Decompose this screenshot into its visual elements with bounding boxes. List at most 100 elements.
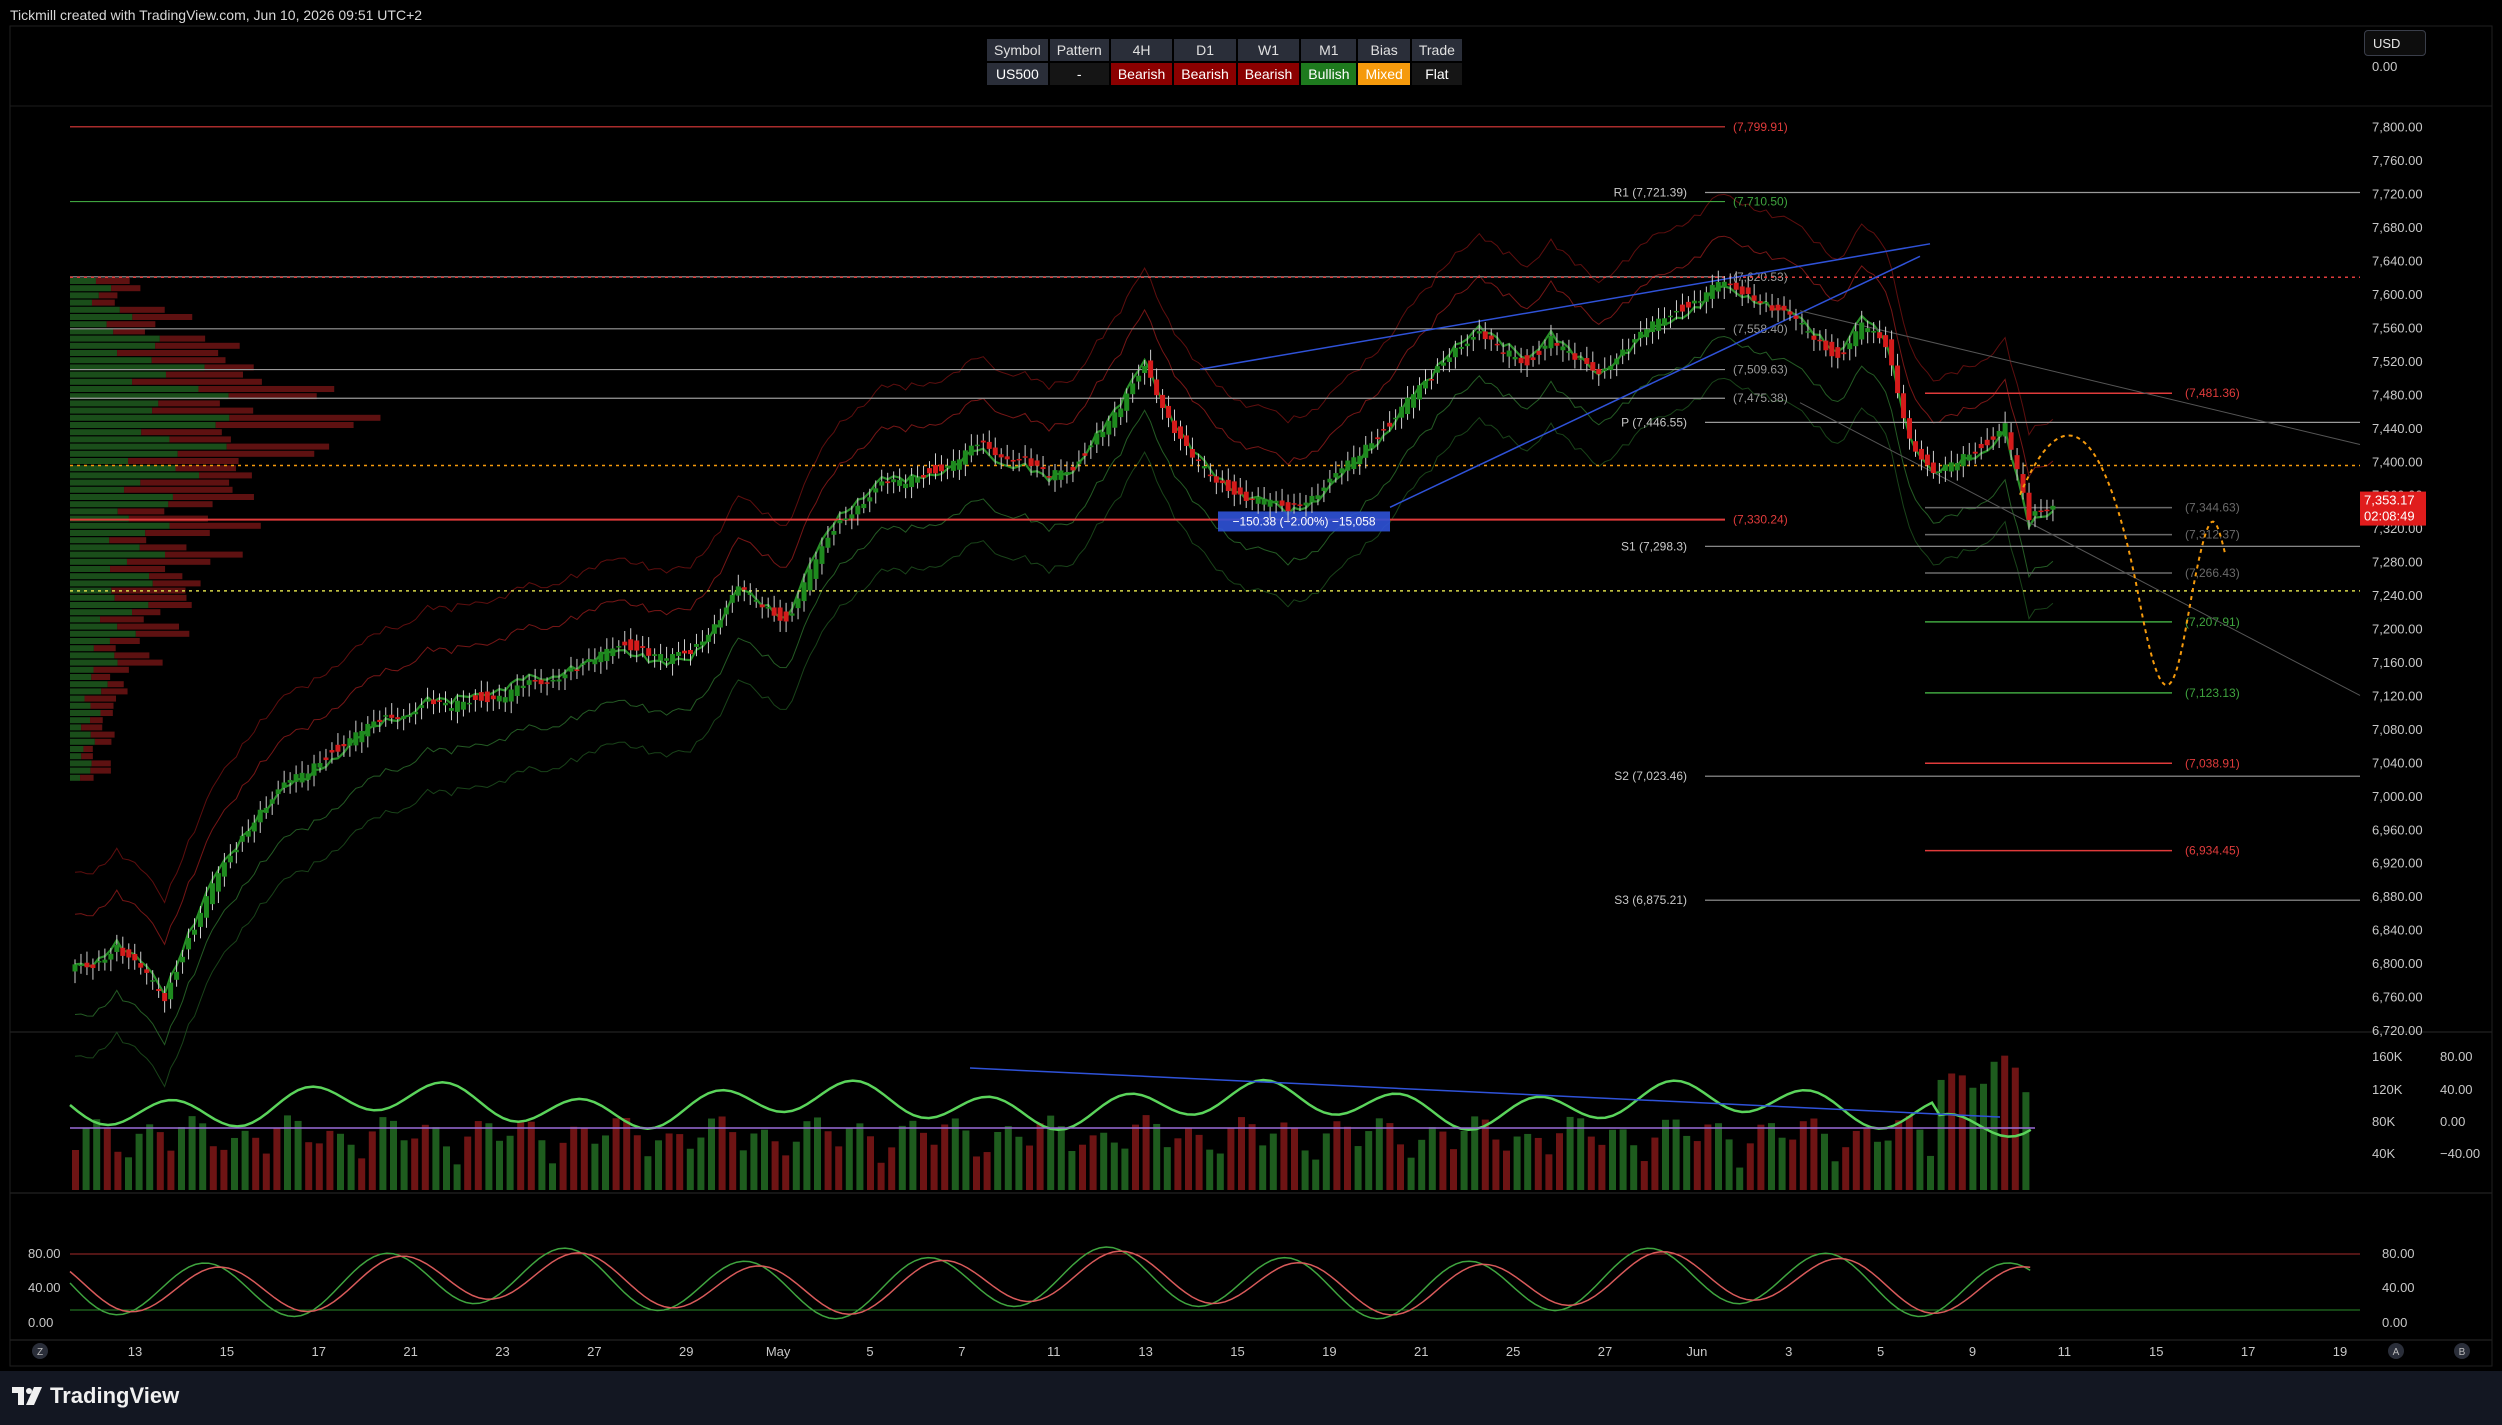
candle-body: [1566, 350, 1572, 353]
volume-profile-bar-buy: [70, 393, 229, 400]
volume-bar: [1015, 1136, 1023, 1190]
volume-bar: [835, 1146, 843, 1190]
candle-body: [138, 963, 144, 968]
volume-profile-bar-sell: [117, 623, 180, 630]
candle-body: [777, 607, 783, 621]
candle-body: [132, 953, 138, 961]
volume-bar: [1725, 1139, 1733, 1190]
candle-body: [1142, 365, 1148, 374]
bias-value-cell: Bearish: [1110, 63, 1173, 85]
axis-badge: [32, 1343, 48, 1359]
candle-body: [395, 717, 401, 720]
volume-bar: [1142, 1115, 1150, 1190]
last-price-countdown: 02:08:49: [2364, 509, 2415, 524]
volume-bar: [72, 1150, 79, 1190]
volume-bar: [1057, 1126, 1065, 1190]
volume-bar: [453, 1164, 461, 1190]
candle-body: [1638, 331, 1644, 339]
rsi-axis-tick: 40.00: [2440, 1082, 2473, 1097]
candle-body: [1249, 498, 1255, 501]
volume-profile-bar-buy: [70, 386, 199, 392]
volume-profile-bar-buy: [70, 508, 118, 515]
volume-profile-bar-sell: [81, 724, 103, 731]
candle-body: [215, 873, 221, 892]
candle-body: [1715, 282, 1721, 292]
pivot-label: P (7,446.55): [1621, 415, 1687, 429]
bias-header-cell: D1: [1174, 39, 1236, 61]
candle-body: [843, 518, 849, 521]
candle-body: [1303, 502, 1309, 506]
volume-profile-bar-buy: [70, 695, 85, 702]
candle-body: [478, 692, 484, 701]
candle-body: [1440, 362, 1446, 366]
volume-profile-bar-sell: [169, 522, 261, 529]
candle-body: [1470, 336, 1476, 340]
volume-bar: [1153, 1123, 1161, 1190]
volume-profile-bar-sell: [84, 695, 117, 702]
candle-body: [1572, 353, 1578, 360]
volume-bar: [1534, 1137, 1542, 1190]
volume-profile-bar-sell: [100, 710, 113, 716]
candle-body: [1626, 349, 1632, 352]
candle-body: [1225, 479, 1231, 492]
candle-body: [825, 537, 831, 548]
candle-body: [646, 648, 652, 656]
volume-bar: [856, 1123, 864, 1190]
rsi-axis-tick: 0.00: [2440, 1114, 2465, 1129]
volume-bar: [506, 1135, 514, 1190]
candle-body: [1124, 393, 1130, 411]
candle-body: [162, 992, 168, 1002]
candle-body: [2032, 511, 2038, 516]
volume-bar: [792, 1141, 800, 1190]
candle-body: [765, 607, 771, 609]
volume-bar: [1471, 1116, 1479, 1190]
volume-bar: [920, 1132, 927, 1190]
candle-body: [197, 912, 203, 927]
volume-bar: [1004, 1126, 1012, 1190]
candle-body: [1345, 460, 1351, 471]
volume-bar: [1354, 1146, 1362, 1190]
volume-profile-bar-buy: [70, 285, 112, 292]
date-axis-tick: 7: [958, 1344, 965, 1359]
volume-bar: [718, 1116, 726, 1190]
volume-bar: [1746, 1143, 1754, 1190]
volume-profile-bar-sell: [90, 731, 115, 738]
candle-body: [759, 604, 765, 608]
candle-body: [1130, 383, 1136, 395]
volume-bar: [1439, 1131, 1447, 1190]
volume-profile-bar-sell: [100, 616, 144, 623]
date-axis-tick: 21: [403, 1344, 417, 1359]
candle-body: [520, 685, 526, 689]
volume-bar: [1524, 1133, 1532, 1190]
volume-profile-bar-sell: [90, 767, 111, 774]
volume-profile-bar-buy: [70, 422, 216, 428]
candle-body: [1697, 301, 1703, 303]
volume-bar: [262, 1153, 270, 1190]
date-axis-tick: 11: [2058, 1344, 2072, 1359]
candle-body: [938, 464, 944, 472]
candle-body: [239, 835, 245, 842]
candle-body: [1918, 448, 1924, 460]
top-axis-value: 0.00: [2372, 59, 2397, 74]
candle-body: [1452, 347, 1458, 358]
currency-selector[interactable]: USD: [2364, 30, 2426, 56]
candle-body: [1960, 454, 1966, 467]
date-axis-tick: 23: [495, 1344, 509, 1359]
candle-body: [1387, 422, 1393, 427]
candle-body: [1040, 467, 1046, 470]
candle-body: [281, 782, 287, 788]
volume-profile-bar-sell: [198, 386, 335, 392]
date-axis-tick: 13: [1138, 1344, 1152, 1359]
tradingview-logo[interactable]: TradingView: [12, 1383, 179, 1409]
candle-body: [1482, 331, 1488, 340]
volume-profile-bar-sell: [215, 422, 354, 428]
volume-profile-bar-sell: [117, 659, 163, 666]
bias-header-cell: 4H: [1110, 39, 1173, 61]
volume-bar: [888, 1147, 896, 1190]
bias-value-cell: Mixed: [1358, 63, 1410, 85]
volume-bar: [1291, 1128, 1298, 1190]
candle-body: [950, 460, 956, 471]
candle-body: [209, 883, 215, 905]
candle-body: [2002, 423, 2008, 437]
